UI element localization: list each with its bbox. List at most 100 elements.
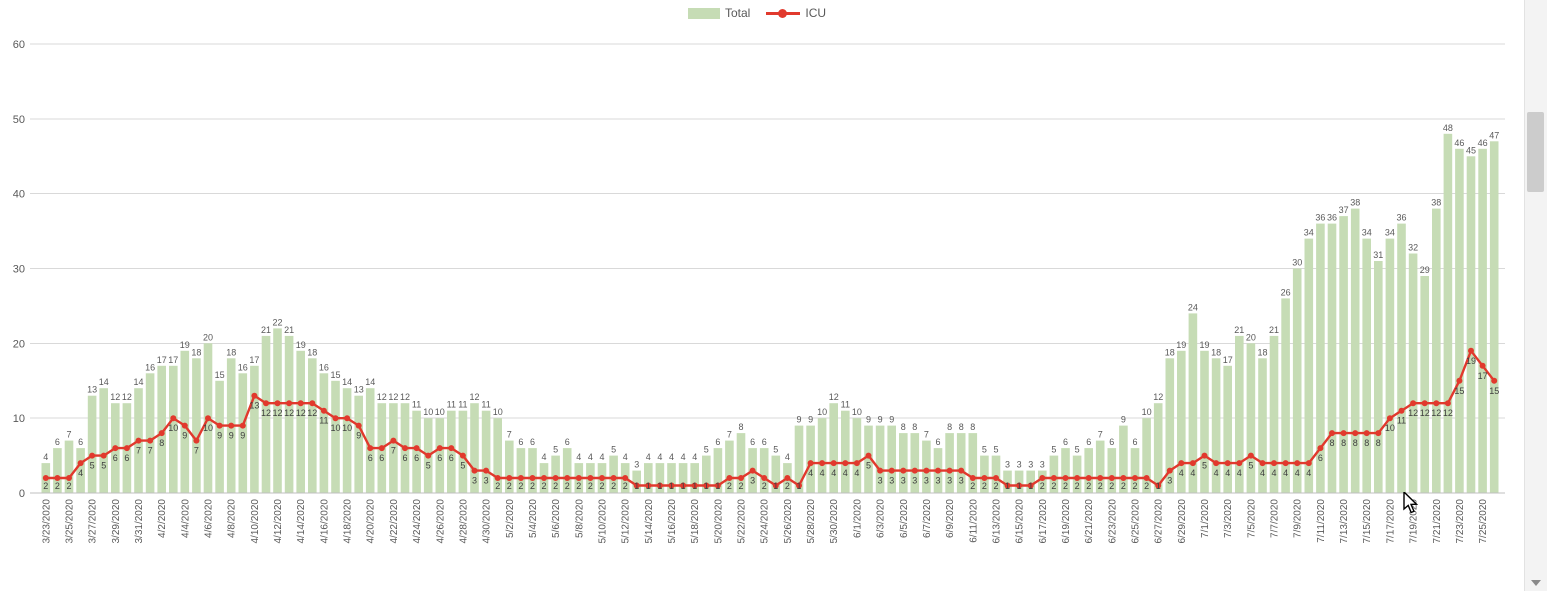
x-axis-tick-label: 6/23/2020	[1107, 499, 1118, 544]
icu-point	[1085, 475, 1092, 481]
icu-data-label: 4	[78, 468, 83, 478]
bar-total	[516, 448, 526, 493]
bar-total	[713, 448, 723, 493]
icu-point	[656, 482, 663, 489]
bar-data-label: 21	[261, 325, 271, 335]
bar-total	[899, 433, 908, 493]
x-axis-tick-label: 4/8/2020	[227, 499, 238, 538]
legend-item-total[interactable]: Total	[688, 6, 750, 20]
x-axis-tick-label: 6/9/2020	[945, 499, 956, 538]
bar-data-label: 9	[878, 415, 883, 425]
icu-point	[228, 422, 235, 429]
icu-point	[89, 452, 96, 459]
icu-data-label: 9	[182, 431, 187, 441]
bar-total	[284, 335, 294, 493]
icu-point	[1317, 445, 1324, 452]
bar-data-label: 38	[1350, 198, 1360, 208]
bar-total	[458, 410, 468, 493]
bar-data-label: 6	[750, 437, 755, 447]
icu-data-label: 6	[124, 453, 129, 463]
scrollbar-down-button[interactable]	[1525, 574, 1547, 591]
icu-point	[714, 482, 721, 489]
icu-data-label: 2	[1063, 481, 1068, 491]
bar-data-label: 6	[1132, 437, 1137, 447]
bar-total	[1072, 455, 1082, 493]
icu-point	[1224, 460, 1231, 467]
icu-point	[796, 482, 802, 489]
bar-total	[1026, 470, 1035, 493]
bar-total	[1466, 156, 1476, 494]
vertical-scrollbar[interactable]	[1524, 0, 1547, 591]
icu-point	[1143, 475, 1150, 481]
bar-data-label: 36	[1327, 213, 1337, 223]
bar-total	[481, 410, 491, 493]
icu-point	[807, 460, 814, 467]
bar-total	[169, 365, 178, 493]
bar-total	[702, 455, 711, 493]
bar-total	[1003, 470, 1012, 493]
icu-data-label: 15	[1489, 386, 1499, 396]
icu-data-label: 12	[272, 408, 282, 418]
bar-total	[1385, 238, 1395, 493]
scrollbar-thumb[interactable]	[1527, 112, 1544, 192]
bar-data-label: 12	[122, 392, 132, 402]
icu-data-label: 12	[296, 408, 306, 418]
x-axis-tick-label: 7/23/2020	[1455, 499, 1466, 544]
icu-data-label: 2	[55, 481, 60, 491]
icu-point	[1201, 452, 1208, 459]
icu-point	[1050, 475, 1057, 481]
icu-point	[888, 467, 895, 474]
bar-total	[1269, 335, 1279, 493]
bar-total	[644, 463, 653, 493]
icu-data-label: 5	[460, 461, 465, 471]
x-axis-tick-label: 7/19/2020	[1409, 499, 1420, 544]
icu-data-label: 12	[1431, 408, 1441, 418]
icu-point	[112, 445, 119, 452]
bar-data-label: 4	[599, 452, 604, 462]
x-axis-tick-label: 7/15/2020	[1362, 499, 1373, 544]
icu-data-label: 2	[982, 481, 987, 491]
icu-point	[425, 452, 432, 459]
icu-point	[1491, 377, 1498, 384]
icu-data-label: 1	[704, 481, 709, 491]
chevron-down-icon	[1531, 579, 1541, 586]
icu-data-label: 5	[426, 461, 431, 471]
icu-point	[923, 467, 930, 474]
icu-point	[529, 475, 536, 481]
x-axis-tick-label: 4/16/2020	[319, 499, 330, 544]
icu-point	[610, 475, 617, 481]
x-axis-tick-label: 5/26/2020	[783, 499, 794, 544]
x-axis-tick-label: 6/19/2020	[1061, 499, 1072, 544]
x-axis-tick-label: 6/15/2020	[1015, 499, 1026, 544]
icu-point	[726, 475, 733, 481]
icu-point	[1236, 460, 1243, 467]
icu-data-label: 9	[240, 431, 245, 441]
x-axis-tick-label: 7/5/2020	[1246, 499, 1257, 538]
bar-data-label: 47	[1489, 130, 1499, 140]
bar-data-label: 5	[982, 445, 987, 455]
x-axis-tick-label: 3/27/2020	[88, 499, 99, 544]
icu-point	[1213, 460, 1220, 467]
icu-data-label: 12	[261, 408, 271, 418]
icu-data-label: 2	[1109, 481, 1114, 491]
x-axis-tick-label: 5/10/2020	[598, 499, 609, 544]
icu-data-label: 19	[1466, 356, 1476, 366]
bar-total	[1061, 448, 1070, 493]
bar-data-label: 4	[588, 452, 593, 462]
x-axis-tick-label: 5/18/2020	[690, 499, 701, 544]
legend-item-icu[interactable]: ICU	[766, 6, 826, 20]
bar-total	[505, 440, 514, 493]
x-axis-tick-label: 5/6/2020	[551, 499, 562, 538]
icu-point	[1398, 407, 1405, 414]
bar-data-label: 9	[866, 415, 871, 425]
bar-total	[1362, 238, 1371, 493]
bar-total	[1304, 238, 1314, 493]
bar-data-label: 5	[773, 445, 778, 455]
bar-data-label: 26	[1281, 287, 1291, 297]
icu-data-label: 7	[136, 446, 141, 456]
bar-total	[308, 358, 317, 493]
icu-data-label: 4	[831, 468, 836, 478]
icu-point	[274, 400, 281, 407]
bar-total	[667, 463, 676, 493]
